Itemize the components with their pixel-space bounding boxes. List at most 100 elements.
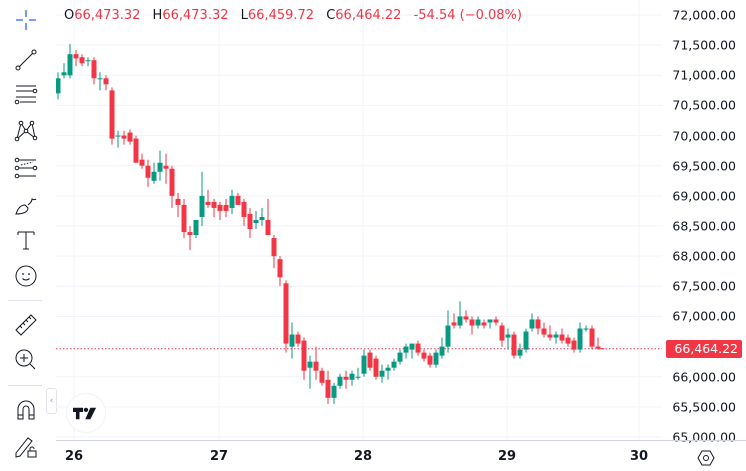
- candle: [91, 57, 97, 85]
- candle: [265, 198, 271, 236]
- time-tick-label: 28: [353, 449, 373, 464]
- candle: [547, 325, 553, 341]
- candle: [109, 87, 115, 145]
- candle: [235, 192, 241, 205]
- text-icon: [17, 231, 35, 250]
- price-tick-label: 69,500.00: [672, 158, 736, 174]
- candle: [427, 352, 433, 368]
- close-label: C: [326, 8, 336, 23]
- ohlc-legend: O66,473.32 H66,473.32 L66,459.72 C66,464…: [64, 8, 530, 23]
- candle: [295, 331, 301, 347]
- candle: [349, 370, 355, 386]
- toolbar-divider: [8, 300, 42, 301]
- candle: [205, 189, 211, 208]
- candle: [433, 349, 439, 368]
- crosshair-tool[interactable]: [9, 5, 43, 35]
- candle: [391, 358, 397, 371]
- candle: [103, 75, 109, 91]
- candle: [79, 54, 85, 67]
- candle: [199, 171, 205, 227]
- tradingview-logo[interactable]: [66, 393, 106, 433]
- time-tick-label: 29: [497, 449, 517, 464]
- candle: [535, 316, 541, 335]
- candle: [157, 150, 163, 181]
- brush-icon: [15, 198, 37, 215]
- candle: [175, 192, 181, 217]
- smiley-icon: [15, 265, 37, 287]
- brush-tool[interactable]: [9, 190, 43, 220]
- candle: [595, 337, 601, 350]
- candle: [73, 49, 79, 67]
- zoom-in-tool[interactable]: [9, 345, 43, 375]
- candle: [121, 130, 127, 145]
- measure-tool[interactable]: [9, 310, 43, 340]
- price-tick-label: 69,000.00: [672, 188, 736, 204]
- candle: [463, 310, 469, 323]
- candle: [355, 367, 361, 380]
- candle: [85, 57, 91, 67]
- candle: [511, 331, 517, 359]
- open-label: O: [64, 8, 75, 23]
- emoji-tool[interactable]: [9, 261, 43, 291]
- settings-icon[interactable]: [696, 448, 716, 468]
- price-tick-label: 71,500.00: [672, 37, 736, 53]
- forecast-tool[interactable]: [9, 153, 43, 183]
- forecast-icon: [14, 157, 38, 179]
- candle: [163, 153, 169, 184]
- candle: [583, 325, 589, 332]
- candle: [457, 301, 463, 329]
- candle: [271, 235, 277, 269]
- high-label: H: [152, 8, 163, 23]
- price-tick-label: 65,500.00: [672, 399, 736, 415]
- candle: [577, 322, 583, 353]
- pencil-lock-icon: [15, 437, 37, 458]
- lock-drawings-tool[interactable]: [9, 432, 43, 462]
- candle: [559, 328, 565, 344]
- trend-line-icon: [15, 49, 37, 71]
- candle: [169, 165, 175, 208]
- candle: [241, 198, 247, 227]
- drawing-toolbar: [0, 0, 52, 470]
- time-tick-label: 27: [209, 449, 229, 464]
- crosshair-icon: [16, 10, 36, 30]
- price-tick-label: 67,500.00: [672, 278, 736, 294]
- candle: [415, 340, 421, 356]
- open-value: 66,473.32: [74, 8, 141, 23]
- close-value: 66,464.22: [335, 8, 402, 23]
- candle: [439, 337, 445, 359]
- time-axis[interactable]: 26 27 28 29 30: [56, 440, 746, 471]
- fib-retracement-tool[interactable]: [9, 80, 43, 110]
- candle: [475, 316, 481, 329]
- candle: [541, 322, 547, 338]
- candle: [56, 72, 61, 100]
- price-tick-label: 71,000.00: [672, 67, 736, 83]
- candle: [127, 129, 133, 145]
- candle: [259, 207, 265, 227]
- pattern-tool[interactable]: [9, 116, 43, 146]
- collapse-toolbar-handle[interactable]: ‹: [46, 388, 57, 414]
- candle: [589, 325, 595, 350]
- price-tick-label: 68,000.00: [672, 248, 736, 264]
- candle: [403, 343, 409, 359]
- candle: [247, 207, 253, 239]
- trend-line-tool[interactable]: [9, 45, 43, 75]
- candle: [301, 337, 307, 380]
- candlestick-chart[interactable]: [56, 0, 662, 440]
- candle: [505, 328, 511, 350]
- candle: [223, 198, 229, 217]
- change-value: -54.54 (−0.08%): [413, 8, 522, 23]
- candle: [451, 313, 457, 329]
- magnet-tool[interactable]: [9, 395, 43, 425]
- candle: [565, 334, 571, 347]
- candle: [97, 72, 103, 91]
- price-tick-label: 67,000.00: [672, 308, 736, 324]
- candle: [373, 355, 379, 380]
- text-tool[interactable]: [9, 225, 43, 255]
- candle: [493, 316, 499, 326]
- candle: [571, 337, 577, 353]
- horizontal-lines-icon: [14, 85, 38, 105]
- price-axis[interactable]: 72,000.00 71,500.00 71,000.00 70,500.00 70,0…: [662, 0, 746, 445]
- candle: [361, 349, 367, 377]
- candle: [67, 43, 73, 79]
- candle: [217, 201, 223, 220]
